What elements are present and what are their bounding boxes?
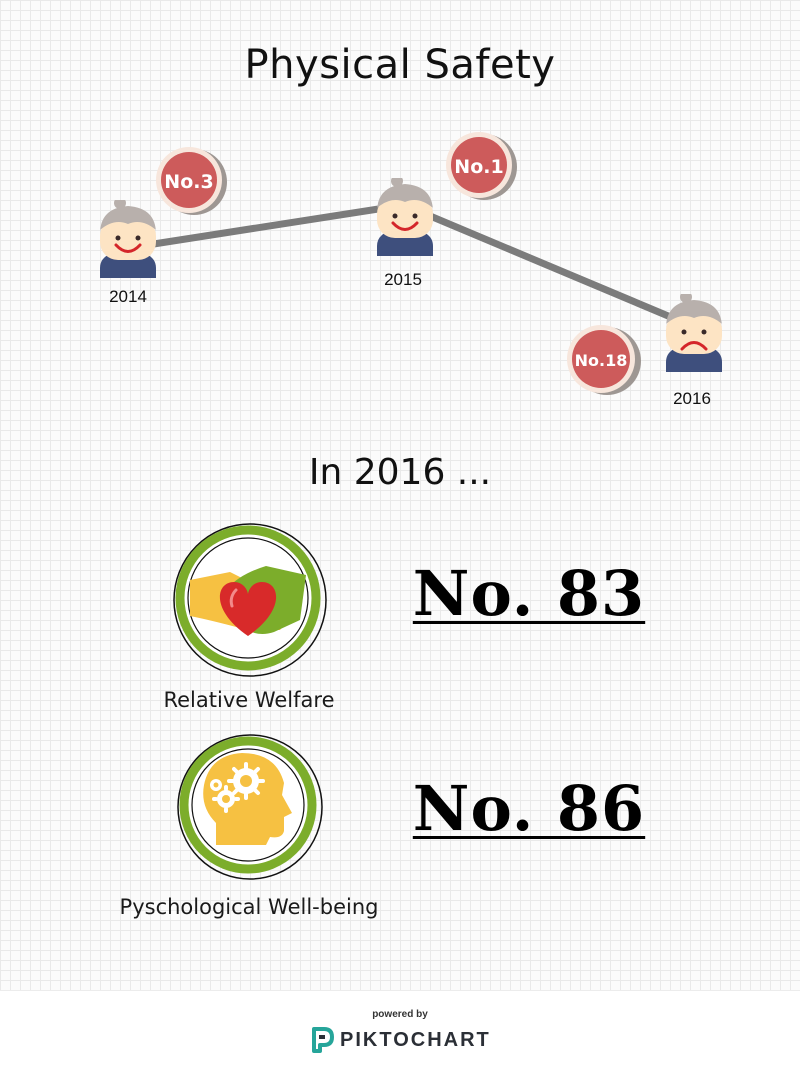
grandma-happy-2014-icon — [100, 200, 156, 278]
brand-name[interactable]: PIKTOCHART — [340, 1029, 491, 1051]
metric-value-psychological-well-being: No. 86 — [412, 772, 646, 845]
grandma-happy-2015-icon — [377, 178, 433, 256]
powered-by-label: powered by — [372, 1009, 428, 1020]
rank-label-2016: No.18 — [575, 351, 628, 370]
rank-badge-2014: No.3 — [156, 147, 227, 215]
metric-label-psychological-well-being: Pyschological Well-being — [119, 895, 379, 919]
piktochart-logo-icon[interactable] — [310, 1025, 334, 1055]
year-label-2014: 2014 — [109, 287, 147, 306]
rank-badge-2015: No.1 — [446, 132, 517, 200]
rank-label-2014: No.3 — [164, 171, 213, 193]
section-heading: In 2016 ... — [308, 452, 492, 493]
handshake-heart-icon — [173, 523, 327, 677]
page-title: Physical Safety — [244, 42, 556, 88]
metric-value-relative-welfare: No. 83 — [412, 557, 646, 630]
year-label-2016: 2016 — [673, 389, 711, 408]
year-label-2015: 2015 — [384, 270, 422, 289]
footer: powered by PIKTOCHART — [0, 990, 800, 1072]
rank-label-2015: No.1 — [454, 156, 503, 178]
infographic-canvas: Physical Safety No.3 2014 No.1 2015 — [0, 0, 800, 990]
grandma-sad-2016-icon — [666, 294, 722, 372]
metric-label-relative-welfare: Relative Welfare — [163, 688, 335, 712]
rank-badge-2016: No.18 — [567, 325, 641, 395]
head-gears-icon — [177, 734, 323, 880]
